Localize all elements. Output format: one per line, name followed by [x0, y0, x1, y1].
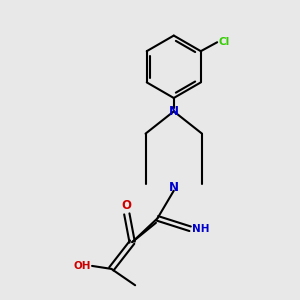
- Text: O: O: [122, 199, 132, 212]
- Text: N: N: [169, 105, 179, 118]
- Text: OH: OH: [73, 261, 91, 271]
- Text: Cl: Cl: [219, 37, 230, 47]
- Text: N: N: [169, 181, 179, 194]
- Text: NH: NH: [192, 224, 209, 234]
